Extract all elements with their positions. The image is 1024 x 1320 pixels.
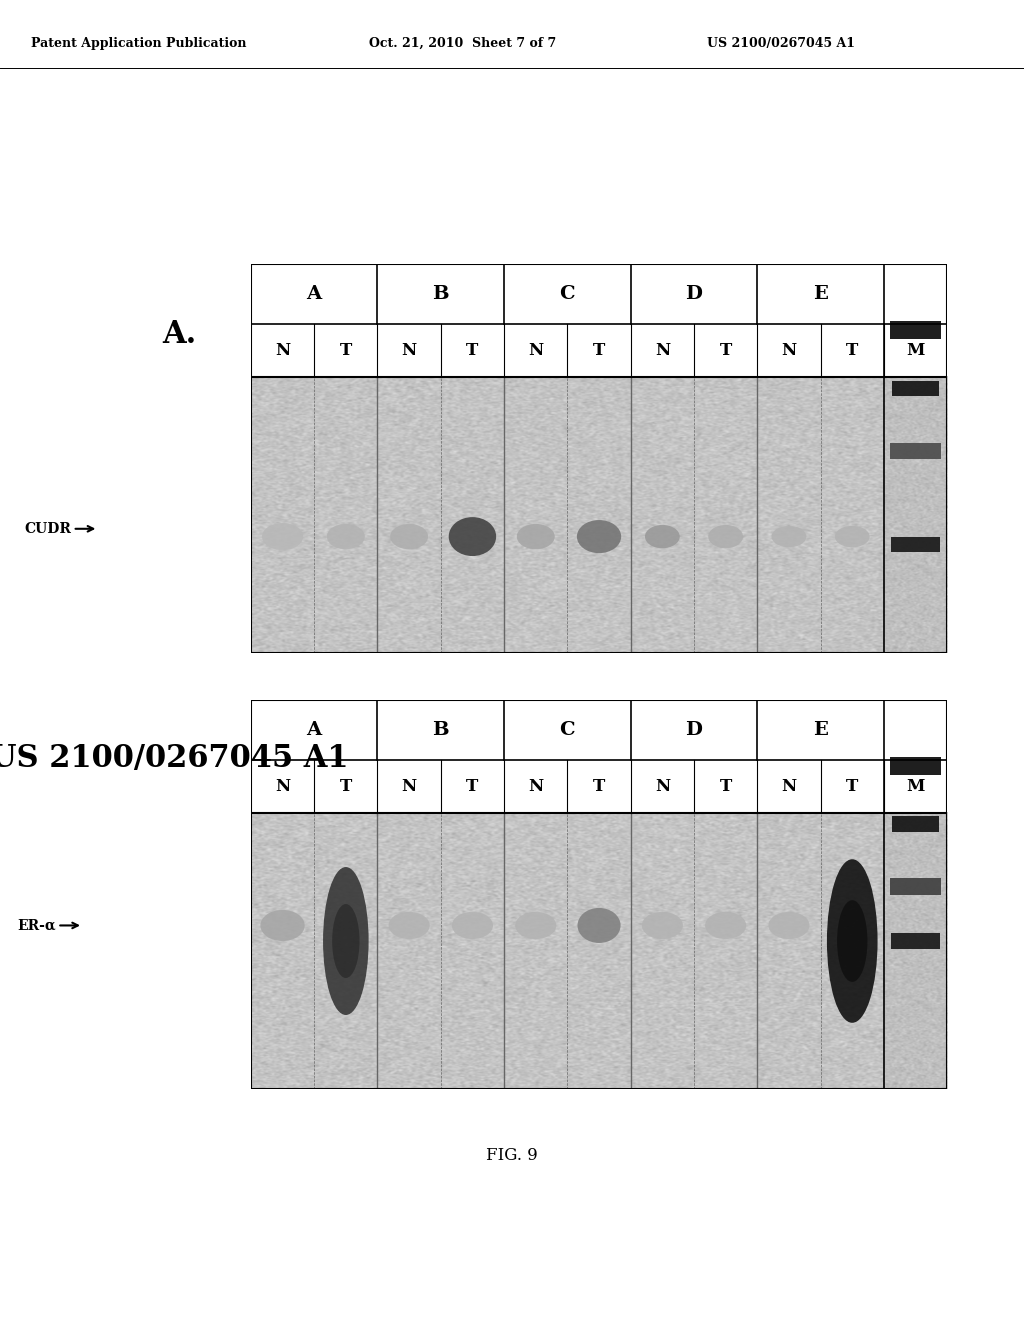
Text: T: T — [846, 342, 858, 359]
Text: T: T — [593, 777, 605, 795]
Bar — [890, 322, 941, 339]
Ellipse shape — [323, 867, 369, 1015]
Bar — [890, 758, 941, 775]
Ellipse shape — [449, 517, 497, 556]
Ellipse shape — [388, 912, 430, 939]
Text: N: N — [654, 342, 670, 359]
Text: D: D — [685, 721, 702, 739]
Text: N: N — [401, 342, 417, 359]
Text: C: C — [559, 285, 575, 304]
Text: US 2100/0267045 A1: US 2100/0267045 A1 — [0, 743, 348, 774]
Text: N: N — [528, 342, 544, 359]
Ellipse shape — [332, 904, 359, 978]
Text: E: E — [813, 721, 828, 739]
Ellipse shape — [645, 525, 680, 548]
Text: N: N — [528, 777, 544, 795]
Text: D: D — [685, 285, 702, 304]
Bar — [251, 700, 947, 813]
Text: US 2100/0267045 A1: US 2100/0267045 A1 — [707, 37, 855, 50]
Ellipse shape — [827, 859, 878, 1023]
Ellipse shape — [768, 912, 810, 939]
Ellipse shape — [260, 909, 305, 941]
Ellipse shape — [835, 525, 869, 548]
Bar — [891, 537, 940, 552]
Bar — [890, 444, 941, 459]
Text: C: C — [559, 721, 575, 739]
Text: M: M — [906, 342, 925, 359]
Ellipse shape — [706, 912, 746, 939]
Text: B: B — [432, 721, 450, 739]
Ellipse shape — [642, 912, 683, 939]
Text: T: T — [593, 342, 605, 359]
Ellipse shape — [327, 524, 365, 549]
Text: T: T — [466, 342, 478, 359]
Text: T: T — [720, 777, 732, 795]
Text: T: T — [340, 342, 352, 359]
Text: M: M — [906, 777, 925, 795]
Ellipse shape — [709, 525, 743, 548]
Ellipse shape — [578, 908, 621, 942]
Ellipse shape — [577, 520, 622, 553]
Ellipse shape — [837, 900, 867, 982]
Text: N: N — [275, 342, 290, 359]
Text: A.: A. — [162, 318, 197, 350]
Ellipse shape — [390, 524, 428, 549]
Bar — [892, 816, 939, 832]
Text: A: A — [306, 285, 322, 304]
Bar — [892, 380, 939, 396]
Text: B: B — [432, 285, 450, 304]
Bar — [251, 264, 947, 378]
Bar — [890, 878, 941, 895]
Text: A: A — [306, 721, 322, 739]
Text: FIG. 9: FIG. 9 — [486, 1147, 538, 1163]
Text: N: N — [401, 777, 417, 795]
Ellipse shape — [452, 912, 493, 939]
Text: N: N — [275, 777, 290, 795]
Text: ER-α: ER-α — [17, 919, 56, 932]
Ellipse shape — [262, 523, 303, 550]
Text: Oct. 21, 2010  Sheet 7 of 7: Oct. 21, 2010 Sheet 7 of 7 — [369, 37, 556, 50]
Text: Patent Application Publication: Patent Application Publication — [31, 37, 246, 50]
Ellipse shape — [771, 525, 806, 548]
Text: T: T — [466, 777, 478, 795]
Text: N: N — [654, 777, 670, 795]
Text: CUDR: CUDR — [25, 521, 72, 536]
Ellipse shape — [517, 524, 555, 549]
Bar — [891, 933, 940, 949]
Text: E: E — [813, 285, 828, 304]
Ellipse shape — [515, 912, 556, 939]
Text: N: N — [781, 342, 797, 359]
Text: N: N — [781, 777, 797, 795]
Text: T: T — [340, 777, 352, 795]
Text: T: T — [846, 777, 858, 795]
Text: T: T — [720, 342, 732, 359]
